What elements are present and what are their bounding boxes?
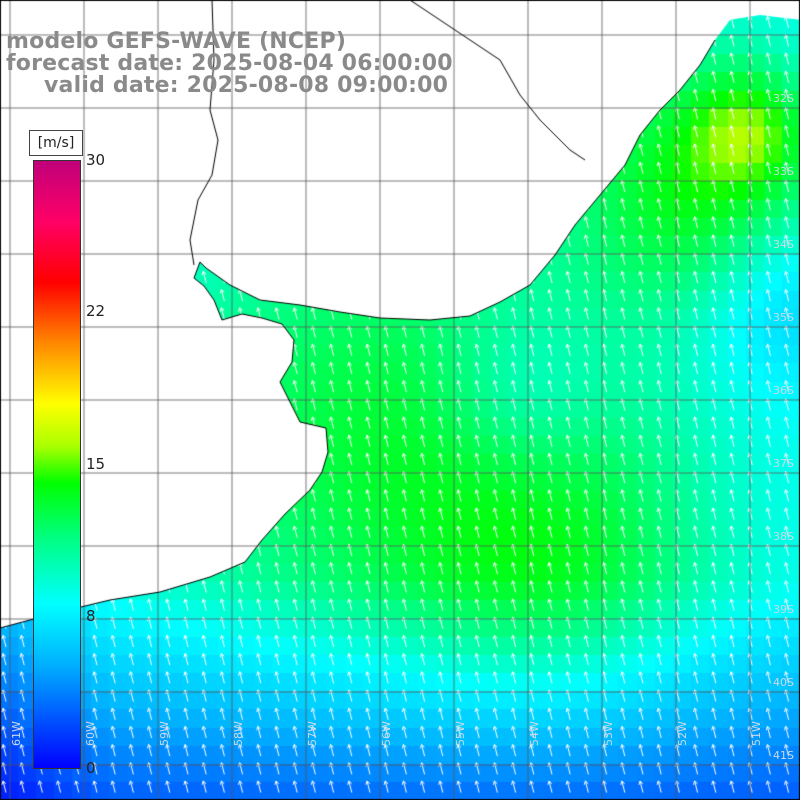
lat-label: 35S <box>773 311 794 324</box>
lon-label: 59W <box>158 721 171 746</box>
lat-label: 41S <box>773 749 794 762</box>
lat-label: 39S <box>773 603 794 616</box>
lon-label: 56W <box>380 721 393 746</box>
colorbar-tick-22: 22 <box>86 302 106 320</box>
lon-label: 58W <box>232 721 245 746</box>
lat-label: 36S <box>773 384 794 397</box>
lon-label: 53W <box>602 721 615 746</box>
lon-label: 55W <box>454 721 467 746</box>
colorbar <box>33 160 81 769</box>
lat-label: 32S <box>773 92 794 105</box>
lon-label: 57W <box>306 721 319 746</box>
colorbar-tick-0: 0 <box>86 759 96 777</box>
title-valid-date: valid date: 2025-08-08 09:00:00 <box>44 73 449 98</box>
colorbar-tick-30: 30 <box>86 151 106 169</box>
lon-label: 54W <box>528 721 541 746</box>
colorbar-unit: [m/s] <box>29 130 83 156</box>
colorbar-tick-15: 15 <box>86 455 106 473</box>
lat-label: 38S <box>773 530 794 543</box>
colorbar-tick-8: 8 <box>86 607 96 625</box>
lon-label: 60W <box>84 721 97 746</box>
title-forecast-date: forecast date: 2025-08-04 06:00:00 <box>6 51 453 76</box>
lat-label: 37S <box>773 457 794 470</box>
lon-label: 51W <box>750 721 763 746</box>
lon-label: 61W <box>10 721 23 746</box>
lon-label: 52W <box>676 721 689 746</box>
title-model: modelo GEFS-WAVE (NCEP) <box>6 29 347 54</box>
lat-label: 33S <box>773 165 794 178</box>
lat-label: 40S <box>773 676 794 689</box>
lat-label: 34S <box>773 238 794 251</box>
